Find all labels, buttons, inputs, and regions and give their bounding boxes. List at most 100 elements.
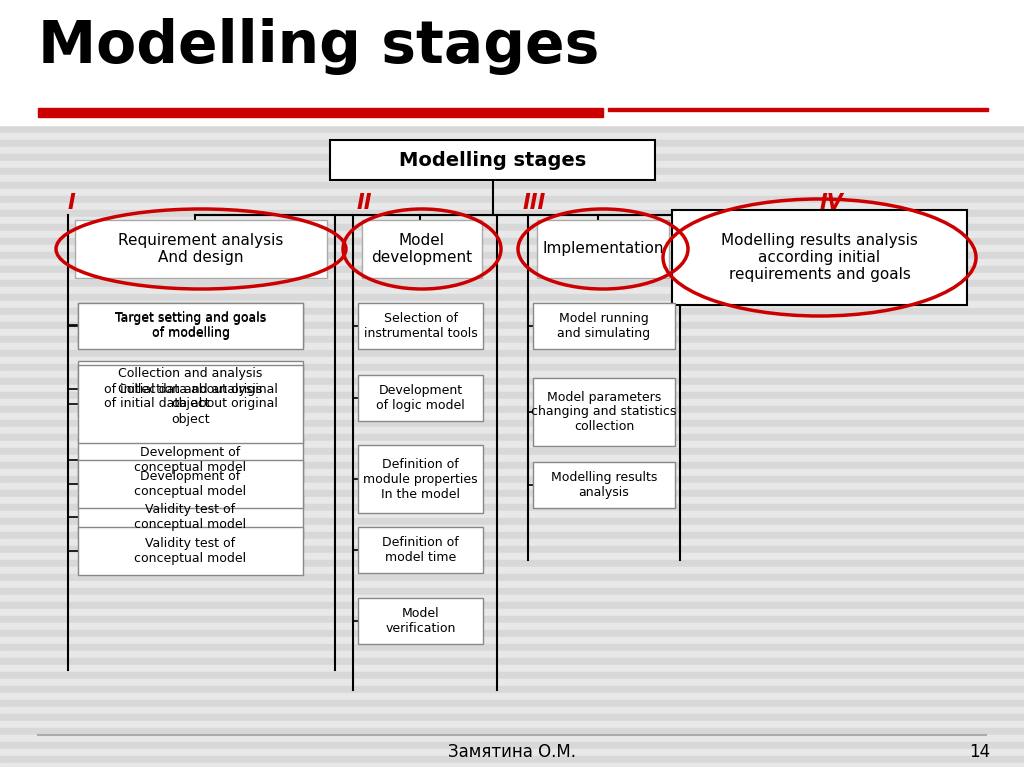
Bar	[0, 735, 1024, 742]
Text: Collection and analysis
of initial data about original
object: Collection and analysis of initial data …	[103, 367, 278, 410]
Bar	[0, 658, 1024, 665]
Bar	[0, 126, 1024, 133]
Bar	[0, 98, 1024, 105]
Bar	[0, 630, 1024, 637]
Bar	[0, 357, 1024, 364]
Bar	[0, 203, 1024, 210]
Bar	[0, 224, 1024, 231]
Bar	[0, 728, 1024, 735]
Text: Collection and analysis
of initial data about original
object: Collection and analysis of initial data …	[103, 383, 278, 426]
Bar	[0, 245, 1024, 252]
Text: IV: IV	[820, 193, 844, 213]
Bar	[0, 217, 1024, 224]
Bar	[0, 42, 1024, 49]
Bar	[0, 553, 1024, 560]
Bar	[0, 595, 1024, 602]
Bar	[0, 700, 1024, 707]
Bar	[0, 693, 1024, 700]
Bar	[608, 108, 988, 110]
Bar	[0, 504, 1024, 511]
Text: Development of
conceptual model: Development of conceptual model	[134, 470, 247, 498]
Text: Selection of
instrumental tools: Selection of instrumental tools	[364, 312, 477, 340]
Bar	[0, 259, 1024, 266]
Bar	[0, 749, 1024, 756]
Text: Model
verification: Model verification	[385, 607, 456, 635]
Bar	[0, 77, 1024, 84]
Text: 14: 14	[969, 743, 990, 761]
Bar	[0, 623, 1024, 630]
Text: Model running
and simulating: Model running and simulating	[557, 312, 650, 340]
Text: Modelling results
analysis: Modelling results analysis	[551, 471, 657, 499]
Bar	[0, 441, 1024, 448]
Bar	[0, 238, 1024, 245]
FancyBboxPatch shape	[78, 361, 303, 417]
Bar	[0, 609, 1024, 616]
Bar	[0, 476, 1024, 483]
Bar	[0, 539, 1024, 546]
FancyBboxPatch shape	[672, 210, 967, 305]
Bar	[38, 108, 603, 117]
Text: Definition of
model time: Definition of model time	[382, 536, 459, 564]
Bar	[0, 644, 1024, 651]
Bar	[0, 560, 1024, 567]
Bar	[0, 161, 1024, 168]
Bar	[0, 182, 1024, 189]
Bar	[0, 252, 1024, 259]
Bar	[0, 686, 1024, 693]
Bar	[0, 679, 1024, 686]
Bar	[0, 7, 1024, 14]
Bar	[0, 392, 1024, 399]
Bar	[0, 35, 1024, 42]
FancyBboxPatch shape	[358, 527, 483, 573]
Bar	[0, 763, 1024, 767]
Bar	[0, 511, 1024, 518]
Bar	[0, 336, 1024, 343]
FancyBboxPatch shape	[78, 527, 303, 575]
FancyBboxPatch shape	[75, 220, 327, 278]
FancyBboxPatch shape	[358, 303, 483, 349]
Bar	[0, 119, 1024, 126]
Bar	[0, 0, 1024, 7]
FancyBboxPatch shape	[78, 303, 303, 349]
Bar	[0, 581, 1024, 588]
Bar	[0, 49, 1024, 56]
FancyBboxPatch shape	[78, 303, 303, 347]
Text: Target setting and goals
of modelling: Target setting and goals of modelling	[115, 311, 266, 339]
Bar	[0, 364, 1024, 371]
FancyBboxPatch shape	[537, 220, 669, 278]
Bar	[0, 385, 1024, 392]
FancyBboxPatch shape	[358, 375, 483, 421]
Bar	[0, 455, 1024, 462]
Text: Definition of
module properties
In the model: Definition of module properties In the m…	[364, 457, 478, 501]
Bar	[0, 707, 1024, 714]
Bar	[0, 497, 1024, 504]
Text: Modelling stages: Modelling stages	[38, 18, 599, 75]
FancyBboxPatch shape	[358, 598, 483, 644]
Bar	[0, 91, 1024, 98]
Bar	[0, 665, 1024, 672]
Bar	[0, 301, 1024, 308]
Bar	[0, 21, 1024, 28]
Bar	[0, 399, 1024, 406]
Bar	[0, 406, 1024, 413]
Text: Development of
conceptual model: Development of conceptual model	[134, 446, 247, 474]
Bar	[0, 420, 1024, 427]
FancyBboxPatch shape	[78, 438, 303, 482]
FancyBboxPatch shape	[534, 378, 675, 446]
Bar	[0, 329, 1024, 336]
Text: Requirement analysis
And design: Requirement analysis And design	[119, 233, 284, 265]
Bar	[0, 567, 1024, 574]
Bar	[0, 672, 1024, 679]
FancyBboxPatch shape	[78, 365, 303, 443]
Bar	[0, 56, 1024, 63]
Bar	[0, 210, 1024, 217]
Text: Validity test of
conceptual model: Validity test of conceptual model	[134, 503, 247, 531]
Bar	[0, 112, 1024, 119]
FancyBboxPatch shape	[78, 495, 303, 539]
Bar	[0, 413, 1024, 420]
Bar	[0, 133, 1024, 140]
Bar	[0, 154, 1024, 161]
Bar	[0, 371, 1024, 378]
Bar	[0, 427, 1024, 434]
FancyBboxPatch shape	[534, 462, 675, 508]
